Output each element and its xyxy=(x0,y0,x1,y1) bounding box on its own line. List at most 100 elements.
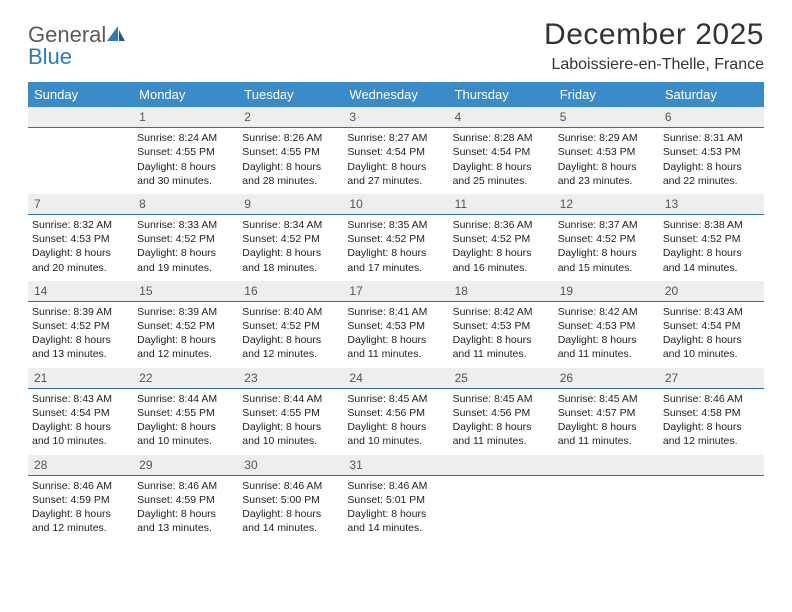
d2-text: and 16 minutes. xyxy=(453,261,550,275)
sunset-text: Sunset: 4:52 PM xyxy=(558,232,655,246)
d1-text: Daylight: 8 hours xyxy=(453,333,550,347)
d1-text: Daylight: 8 hours xyxy=(347,160,444,174)
day-number: 8 xyxy=(133,194,238,215)
calendar-cell: 12Sunrise: 8:37 AMSunset: 4:52 PMDayligh… xyxy=(554,194,659,281)
day-number: 6 xyxy=(659,107,764,128)
calendar-cell: 19Sunrise: 8:42 AMSunset: 4:53 PMDayligh… xyxy=(554,281,659,368)
d1-text: Daylight: 8 hours xyxy=(242,246,339,260)
weekday-tue: Tuesday xyxy=(238,82,343,107)
calendar-cell: 31Sunrise: 8:46 AMSunset: 5:01 PMDayligh… xyxy=(343,455,448,542)
d1-text: Daylight: 8 hours xyxy=(558,333,655,347)
sunset-text: Sunset: 4:58 PM xyxy=(663,406,760,420)
calendar-cell xyxy=(659,455,764,542)
sunrise-text: Sunrise: 8:29 AM xyxy=(558,131,655,145)
sunrise-text: Sunrise: 8:45 AM xyxy=(453,392,550,406)
location-label: Laboissiere-en-Thelle, France xyxy=(544,56,764,74)
d2-text: and 10 minutes. xyxy=(347,434,444,448)
day-number: 21 xyxy=(28,368,133,389)
calendar-cell: 24Sunrise: 8:45 AMSunset: 4:56 PMDayligh… xyxy=(343,368,448,455)
d2-text: and 14 minutes. xyxy=(242,521,339,535)
sunset-text: Sunset: 4:53 PM xyxy=(558,145,655,159)
calendar-body: 1Sunrise: 8:24 AMSunset: 4:55 PMDaylight… xyxy=(28,107,764,541)
sunrise-text: Sunrise: 8:26 AM xyxy=(242,131,339,145)
sunrise-text: Sunrise: 8:43 AM xyxy=(663,305,760,319)
weekday-header: Sunday Monday Tuesday Wednesday Thursday… xyxy=(28,82,764,107)
weekday-fri: Friday xyxy=(554,82,659,107)
d1-text: Daylight: 8 hours xyxy=(663,333,760,347)
d2-text: and 12 minutes. xyxy=(663,434,760,448)
day-number xyxy=(28,107,133,128)
sunrise-text: Sunrise: 8:46 AM xyxy=(32,479,129,493)
day-number: 26 xyxy=(554,368,659,389)
d1-text: Daylight: 8 hours xyxy=(558,420,655,434)
sunset-text: Sunset: 4:53 PM xyxy=(347,319,444,333)
sunset-text: Sunset: 4:53 PM xyxy=(453,319,550,333)
day-number xyxy=(659,455,764,476)
sunset-text: Sunset: 4:55 PM xyxy=(137,145,234,159)
calendar-cell: 25Sunrise: 8:45 AMSunset: 4:56 PMDayligh… xyxy=(449,368,554,455)
d1-text: Daylight: 8 hours xyxy=(137,333,234,347)
sunrise-text: Sunrise: 8:39 AM xyxy=(32,305,129,319)
d1-text: Daylight: 8 hours xyxy=(137,420,234,434)
calendar-cell: 14Sunrise: 8:39 AMSunset: 4:52 PMDayligh… xyxy=(28,281,133,368)
d1-text: Daylight: 8 hours xyxy=(347,507,444,521)
sunrise-text: Sunrise: 8:45 AM xyxy=(347,392,444,406)
day-number: 31 xyxy=(343,455,448,476)
day-number: 29 xyxy=(133,455,238,476)
calendar: Sunday Monday Tuesday Wednesday Thursday… xyxy=(28,82,764,541)
calendar-cell: 1Sunrise: 8:24 AMSunset: 4:55 PMDaylight… xyxy=(133,107,238,194)
sunset-text: Sunset: 4:52 PM xyxy=(242,319,339,333)
sunrise-text: Sunrise: 8:44 AM xyxy=(242,392,339,406)
day-number: 18 xyxy=(449,281,554,302)
d2-text: and 11 minutes. xyxy=(347,347,444,361)
day-number: 4 xyxy=(449,107,554,128)
sunset-text: Sunset: 4:53 PM xyxy=(558,319,655,333)
calendar-cell xyxy=(28,107,133,194)
sunrise-text: Sunrise: 8:34 AM xyxy=(242,218,339,232)
sunrise-text: Sunrise: 8:42 AM xyxy=(558,305,655,319)
calendar-cell: 9Sunrise: 8:34 AMSunset: 4:52 PMDaylight… xyxy=(238,194,343,281)
calendar-cell: 2Sunrise: 8:26 AMSunset: 4:55 PMDaylight… xyxy=(238,107,343,194)
d1-text: Daylight: 8 hours xyxy=(137,507,234,521)
day-number: 5 xyxy=(554,107,659,128)
day-number: 17 xyxy=(343,281,448,302)
calendar-cell: 26Sunrise: 8:45 AMSunset: 4:57 PMDayligh… xyxy=(554,368,659,455)
day-number: 7 xyxy=(28,194,133,215)
sunset-text: Sunset: 4:56 PM xyxy=(453,406,550,420)
sunrise-text: Sunrise: 8:46 AM xyxy=(137,479,234,493)
calendar-cell: 18Sunrise: 8:42 AMSunset: 4:53 PMDayligh… xyxy=(449,281,554,368)
sunrise-text: Sunrise: 8:27 AM xyxy=(347,131,444,145)
weekday-mon: Monday xyxy=(133,82,238,107)
sunrise-text: Sunrise: 8:44 AM xyxy=(137,392,234,406)
sunset-text: Sunset: 4:56 PM xyxy=(347,406,444,420)
sunrise-text: Sunrise: 8:40 AM xyxy=(242,305,339,319)
d1-text: Daylight: 8 hours xyxy=(137,160,234,174)
sunrise-text: Sunrise: 8:38 AM xyxy=(663,218,760,232)
d1-text: Daylight: 8 hours xyxy=(453,160,550,174)
calendar-cell: 28Sunrise: 8:46 AMSunset: 4:59 PMDayligh… xyxy=(28,455,133,542)
day-number xyxy=(449,455,554,476)
sunset-text: Sunset: 4:55 PM xyxy=(242,406,339,420)
calendar-cell: 7Sunrise: 8:32 AMSunset: 4:53 PMDaylight… xyxy=(28,194,133,281)
day-number: 24 xyxy=(343,368,448,389)
d2-text: and 11 minutes. xyxy=(558,347,655,361)
calendar-cell: 22Sunrise: 8:44 AMSunset: 4:55 PMDayligh… xyxy=(133,368,238,455)
day-number: 30 xyxy=(238,455,343,476)
d2-text: and 11 minutes. xyxy=(453,434,550,448)
d1-text: Daylight: 8 hours xyxy=(663,160,760,174)
brand-name-part2: Blue xyxy=(28,44,72,69)
calendar-cell: 29Sunrise: 8:46 AMSunset: 4:59 PMDayligh… xyxy=(133,455,238,542)
sunrise-text: Sunrise: 8:39 AM xyxy=(137,305,234,319)
calendar-week: 7Sunrise: 8:32 AMSunset: 4:53 PMDaylight… xyxy=(28,194,764,281)
sunset-text: Sunset: 4:53 PM xyxy=(32,232,129,246)
calendar-cell: 30Sunrise: 8:46 AMSunset: 5:00 PMDayligh… xyxy=(238,455,343,542)
d2-text: and 10 minutes. xyxy=(663,347,760,361)
d2-text: and 11 minutes. xyxy=(453,347,550,361)
calendar-cell xyxy=(449,455,554,542)
day-number: 15 xyxy=(133,281,238,302)
d2-text: and 14 minutes. xyxy=(347,521,444,535)
d2-text: and 22 minutes. xyxy=(663,174,760,188)
sunset-text: Sunset: 4:57 PM xyxy=(558,406,655,420)
d2-text: and 12 minutes. xyxy=(137,347,234,361)
sunrise-text: Sunrise: 8:41 AM xyxy=(347,305,444,319)
